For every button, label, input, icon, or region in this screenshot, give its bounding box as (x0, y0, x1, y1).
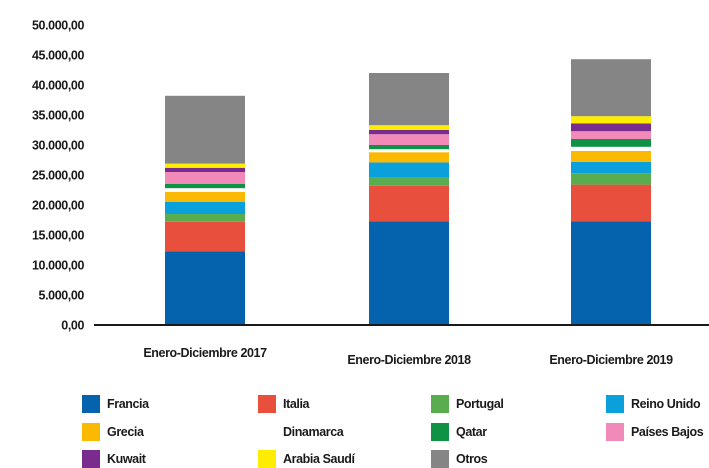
bar-segment-grecia (571, 151, 651, 162)
bar-segment-portugal (369, 177, 449, 186)
bar-segment-paises-bajos (571, 131, 651, 139)
x-category-label: Enero-Diciembre 2018 (347, 353, 471, 367)
bar-segment-otros (369, 73, 449, 126)
bar-segment-qatar (165, 184, 245, 189)
bar-segment-grecia (165, 191, 245, 202)
bar-segment-otros (571, 59, 651, 117)
bar-segment-kuwait (165, 167, 245, 172)
bar-segment-portugal (165, 214, 245, 222)
bar-segment-otros (165, 95, 245, 164)
bar-segment-qatar (369, 145, 449, 150)
bar-segment-reino-unido (571, 161, 651, 174)
bar-segment-italia (165, 221, 245, 252)
y-tick-label: 45.000,00 (32, 49, 84, 63)
y-tick-label: 20.000,00 (32, 199, 84, 213)
x-category-label: Enero-Diciembre 2017 (143, 346, 267, 360)
y-tick-label: 35.000,00 (32, 109, 84, 123)
bar-segment-reino-unido (369, 162, 449, 178)
y-tick-label: 10.000,00 (32, 259, 84, 273)
y-tick-label: 50.000,00 (32, 19, 84, 33)
bar-segment-dinamarca (165, 188, 245, 192)
bar-segment-reino-unido (165, 202, 245, 214)
y-tick-label: 15.000,00 (32, 229, 84, 243)
y-tick-label: 25.000,00 (32, 169, 84, 183)
bar-segment-kuwait (571, 123, 651, 132)
bar-segment-dinamarca (369, 149, 449, 153)
bar-segment-paises-bajos (165, 172, 245, 184)
bar-segment-arabia-saudi (369, 125, 449, 130)
bar-segment-grecia (369, 152, 449, 163)
bar-segment-kuwait (369, 130, 449, 135)
y-tick-label: 0,00 (61, 319, 84, 333)
y-tick-label: 40.000,00 (32, 79, 84, 93)
bars (165, 59, 651, 325)
x-axis-labels: Enero-Diciembre 2017 Enero-Diciembre 2018… (143, 346, 673, 367)
y-tick-label: 30.000,00 (32, 139, 84, 153)
bar-segment-francia (571, 221, 651, 325)
bar-segment-italia (571, 184, 651, 222)
bar-segment-arabia-saudi (571, 116, 651, 124)
y-axis-ticks: 0,00 5.000,00 10.000,00 15.000,00 20.000,00 2… (32, 19, 85, 333)
x-category-label: Enero-Diciembre 2019 (549, 353, 673, 367)
bar-segment-qatar (571, 139, 651, 147)
bar-segment-italia (369, 185, 449, 222)
bar-segment-francia (369, 221, 449, 325)
y-tick-label: 5.000,00 (39, 289, 85, 303)
bar-segment-portugal (571, 173, 651, 185)
bar-segment-dinamarca (571, 146, 651, 151)
bar-segment-francia (165, 251, 245, 325)
bar-segment-arabia-saudi (165, 163, 245, 168)
bar-segment-paises-bajos (369, 134, 449, 145)
